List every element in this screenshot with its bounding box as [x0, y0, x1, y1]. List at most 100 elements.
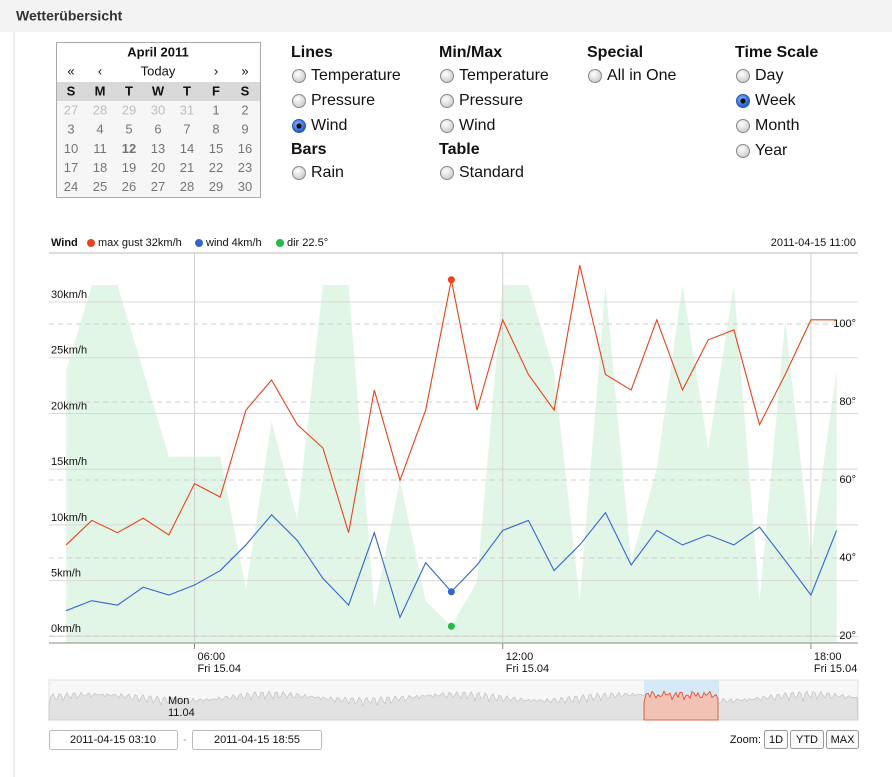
hover-point: [447, 588, 455, 596]
calendar-day[interactable]: 2: [241, 102, 248, 117]
radio-label[interactable]: All in One: [607, 67, 676, 84]
calendar-nav[interactable]: «: [67, 63, 74, 78]
navigator-label: 11.04: [168, 707, 195, 719]
radio-label[interactable]: Standard: [459, 164, 524, 181]
calendar-day[interactable]: 1: [212, 102, 219, 117]
x-tick-label: 12:00: [506, 651, 534, 663]
calendar-day[interactable]: 8: [212, 122, 219, 137]
calendar-day[interactable]: 19: [122, 160, 136, 175]
calendar-day[interactable]: 17: [64, 160, 78, 175]
radio-label[interactable]: Day: [755, 67, 783, 84]
radio[interactable]: [292, 69, 306, 83]
calendar-day[interactable]: 10: [64, 141, 78, 156]
calendar-day[interactable]: 9: [241, 122, 248, 137]
radio-label[interactable]: Pressure: [459, 92, 523, 109]
radio-label[interactable]: Year: [755, 142, 788, 159]
radio[interactable]: [588, 69, 602, 83]
chart-subtitle: 2011-04-15 11:00: [771, 237, 856, 249]
calendar-day[interactable]: 18: [93, 160, 107, 175]
zoom-button[interactable]: [790, 730, 824, 749]
calendar-day[interactable]: 20: [151, 160, 165, 175]
x-tick-label: 06:00: [198, 651, 226, 663]
legend-dot: [87, 239, 95, 247]
x-tick-label: Fri 15.04: [814, 663, 857, 675]
range-from-input[interactable]: [49, 730, 178, 750]
radio[interactable]: [736, 69, 750, 83]
calendar-day[interactable]: 5: [125, 122, 132, 137]
calendar: April 2011« ‹ Today › »S M T W T F S27 28 29 30 31 1 23 4…: [56, 42, 261, 198]
calendar-day[interactable]: 30: [238, 179, 252, 194]
radio[interactable]: [440, 94, 454, 108]
group-title: Table: [439, 141, 480, 158]
radio[interactable]: [440, 119, 454, 133]
calendar-day[interactable]: 30: [151, 102, 165, 117]
radio-label[interactable]: Month: [755, 117, 799, 134]
y2-tick-label: 20°: [839, 630, 856, 642]
calendar-nav[interactable]: ›: [214, 63, 218, 78]
y-tick-label: 10km/h: [51, 512, 87, 524]
calendar-day[interactable]: 29: [122, 102, 136, 117]
radio-label[interactable]: Pressure: [311, 92, 375, 109]
radio[interactable]: [736, 144, 750, 158]
calendar-day[interactable]: 12: [122, 141, 136, 156]
legend-label: wind 4km/h: [205, 237, 262, 249]
calendar-day[interactable]: 14: [180, 141, 194, 156]
calendar-day[interactable]: 28: [180, 179, 194, 194]
range-separator: -: [183, 734, 187, 746]
group-title: Bars: [291, 141, 327, 158]
y2-tick-label: 60°: [839, 474, 856, 486]
calendar-nav[interactable]: Today: [141, 63, 176, 78]
group-title: Min/Max: [439, 44, 502, 61]
radio[interactable]: [440, 69, 454, 83]
radio-label[interactable]: Week: [755, 92, 797, 109]
calendar-day[interactable]: 27: [151, 179, 165, 194]
calendar-day[interactable]: 26: [122, 179, 136, 194]
radio-label[interactable]: Wind: [311, 117, 347, 134]
zoom-button-label[interactable]: YTD: [796, 734, 818, 746]
calendar-day[interactable]: 21: [180, 160, 194, 175]
calendar-day[interactable]: 22: [209, 160, 223, 175]
radio[interactable]: [292, 166, 306, 180]
y-tick-label: 15km/h: [51, 456, 87, 468]
calendar-nav[interactable]: »: [241, 63, 248, 78]
calendar-day[interactable]: 7: [183, 122, 190, 137]
calendar-day[interactable]: 13: [151, 141, 165, 156]
calendar-day[interactable]: 23: [238, 160, 252, 175]
navigator-window-line: [643, 690, 719, 721]
zoom-button-label[interactable]: MAX: [831, 734, 856, 746]
radio-label[interactable]: Temperature: [311, 67, 401, 84]
calendar-day[interactable]: 24: [64, 179, 78, 194]
calendar-day[interactable]: 27: [64, 102, 78, 117]
radio-label[interactable]: Wind: [459, 117, 495, 134]
calendar-day[interactable]: 4: [96, 122, 103, 137]
zoom-button[interactable]: [826, 730, 859, 749]
chart: Wind max gust 32km/h wind 4km/h dir 22.5° 20…: [49, 237, 858, 675]
radio-label[interactable]: Temperature: [459, 67, 549, 84]
calendar-day[interactable]: 25: [93, 179, 107, 194]
calendar-day[interactable]: 6: [154, 122, 161, 137]
radio[interactable]: [736, 119, 750, 133]
chart-title: Wind: [51, 237, 78, 249]
radio[interactable]: [292, 94, 306, 108]
calendar-nav[interactable]: ‹: [98, 63, 102, 78]
radio-label[interactable]: Rain: [311, 164, 344, 181]
zoom-button-label[interactable]: 1D: [769, 734, 783, 746]
radio[interactable]: [440, 166, 454, 180]
weekday-bar: [57, 82, 260, 101]
calendar-day[interactable]: 15: [209, 141, 223, 156]
calendar-day[interactable]: 31: [180, 102, 194, 117]
range-to-input[interactable]: [192, 730, 322, 750]
x-tick-label: Fri 15.04: [506, 663, 549, 675]
legend-dot: [195, 239, 203, 247]
calendar-day[interactable]: 3: [67, 122, 74, 137]
weekday: S: [241, 83, 250, 98]
zoom-button[interactable]: [764, 730, 788, 749]
calendar-day[interactable]: 29: [209, 179, 223, 194]
calendar-day[interactable]: 11: [93, 141, 107, 156]
calendar-box: [56, 42, 261, 198]
calendar-day[interactable]: 16: [238, 141, 252, 156]
calendar-day[interactable]: 28: [93, 102, 107, 117]
